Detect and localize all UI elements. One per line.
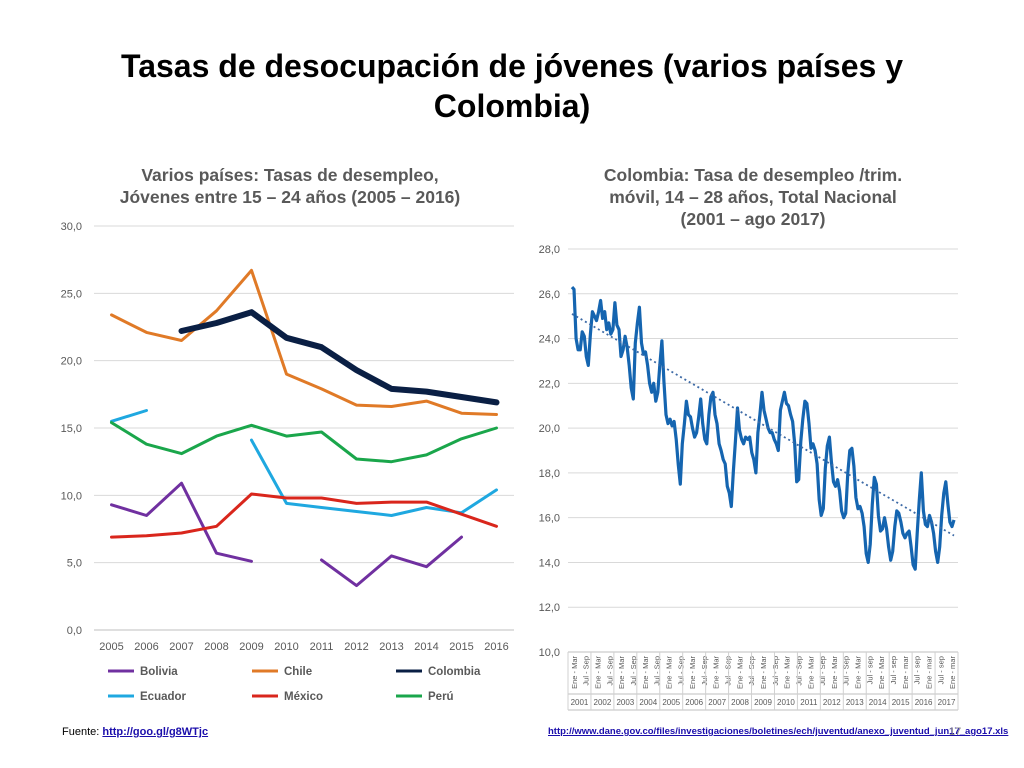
x-tick-label: 2010 [274, 641, 298, 653]
x-tick-label: 2015 [449, 641, 473, 653]
x-tick-label: 2006 [134, 641, 158, 653]
x-tick-label: 2005 [99, 641, 123, 653]
left-chart-title-line: Jóvenes entre 15 – 24 años (2005 – 2016) [119, 187, 461, 207]
series-line-colombia [178, 309, 500, 406]
y-tick-label: 25,0 [61, 288, 82, 300]
y-tick-label: 20,0 [61, 356, 82, 368]
x-tick-label: 2009 [239, 641, 263, 653]
right-chart-title-line: Colombia: Tasa de desempleo /trim. [603, 165, 903, 185]
page-number: 17 [949, 726, 962, 738]
series-line-chile [110, 268, 498, 416]
right-chart-title-line: (2001 – ago 2017) [680, 209, 826, 229]
legend-label: Colombia [428, 666, 481, 678]
legend-label: México [284, 691, 323, 703]
x-tick-label: 2016 [484, 641, 508, 653]
source-left: Fuente: http://goo.gl/g8WTjc [62, 726, 208, 738]
y-tick-label: 0,0 [67, 625, 82, 637]
source-right-link[interactable]: http://www.dane.gov.co/files/investigaci… [548, 726, 1009, 737]
slide-title: Tasas de desocupación de jóvenes (varios… [121, 48, 903, 124]
legend-label: Ecuador [140, 691, 187, 703]
series-line-bolivia [110, 481, 253, 563]
legend-label: Bolivia [140, 666, 178, 678]
right-chart-title: Colombia: Tasa de desempleo /trim. móvil… [540, 164, 966, 230]
source-label: Fuente: [62, 726, 100, 738]
x-tick-label: 2008 [204, 641, 228, 653]
left-chart-title-line: Varios países: Tasas de desempleo, [141, 165, 439, 185]
left-chart-title: Varios países: Tasas de desempleo, Jóven… [62, 164, 518, 208]
legend-label: Perú [428, 691, 454, 703]
series-line-bolivia [320, 535, 463, 588]
right-chart-title-line: móvil, 14 – 28 años, Total Nacional [609, 187, 897, 207]
x-tick-label: 2011 [310, 641, 334, 653]
series-line-mexico [110, 492, 498, 539]
series-line-ecuador [110, 409, 148, 423]
y-tick-label: 15,0 [61, 423, 82, 435]
x-tick-label: 2012 [344, 641, 368, 653]
x-tick-label: 2007 [169, 641, 193, 653]
y-tick-label: 10,0 [61, 490, 82, 502]
x-tick-label: 2014 [414, 641, 438, 653]
series-line-peru [110, 421, 498, 464]
legend-label: Chile [284, 666, 312, 678]
y-tick-label: 30,0 [61, 221, 82, 233]
y-tick-label: 5,0 [67, 558, 82, 570]
x-tick-label: 2013 [379, 641, 403, 653]
source-left-link[interactable]: http://goo.gl/g8WTjc [102, 726, 209, 738]
